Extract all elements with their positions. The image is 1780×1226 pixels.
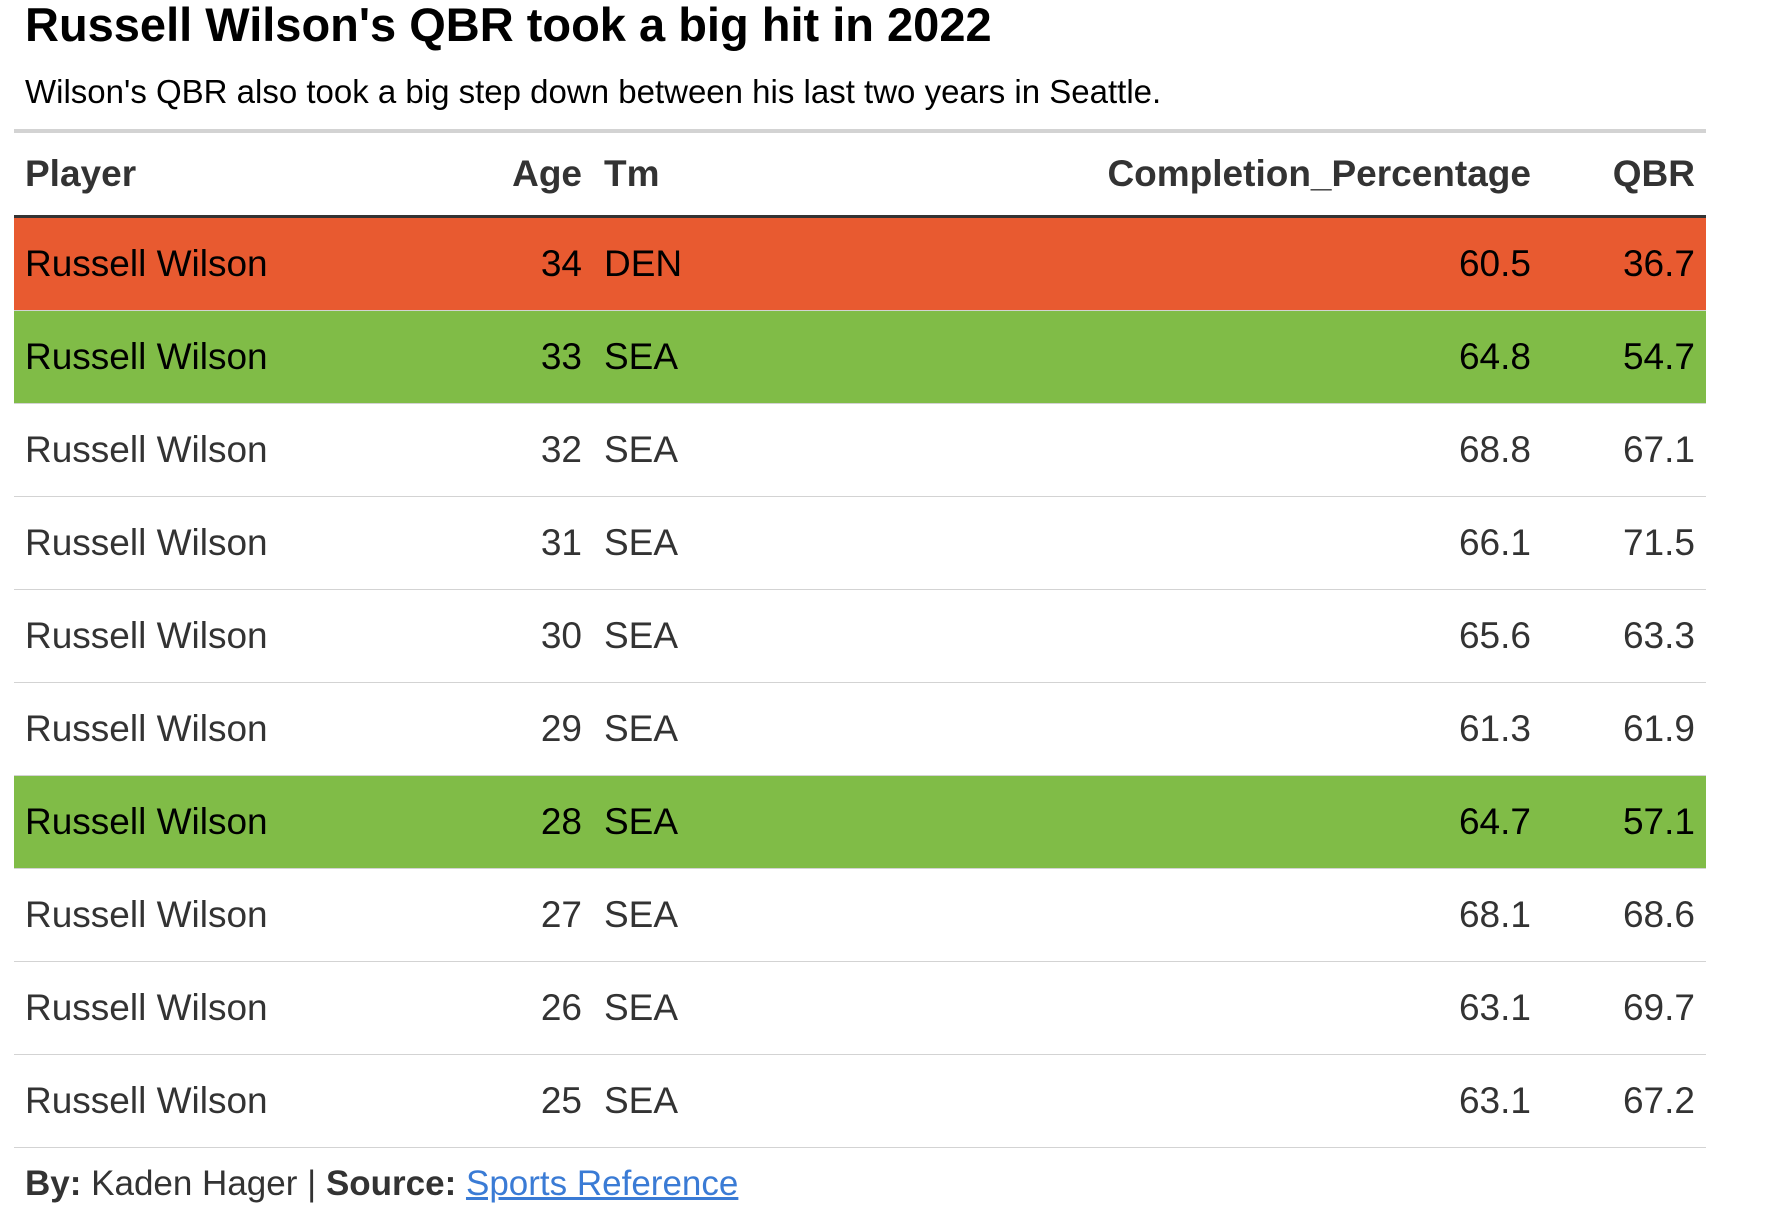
table-row: Russell Wilson 32 SEA 68.8 67.1 (14, 403, 1706, 497)
cell-completion-percentage: 63.1 (765, 1054, 1542, 1148)
cell-player: Russell Wilson (14, 775, 476, 869)
table-header: Player Age Tm Completion_Percentage QBR (14, 131, 1706, 217)
cell-completion-percentage: 60.5 (765, 216, 1542, 311)
cell-player: Russell Wilson (14, 589, 476, 683)
data-table-container: Player Age Tm Completion_Percentage QBR Russ… (14, 129, 1706, 1148)
cell-player: Russell Wilson (14, 403, 476, 497)
cell-qbr: 36.7 (1542, 216, 1706, 311)
cell-qbr: 67.1 (1542, 403, 1706, 497)
cell-team: SEA (593, 682, 765, 776)
cell-player: Russell Wilson (14, 868, 476, 962)
cell-qbr: 68.6 (1542, 868, 1706, 962)
cell-qbr: 57.1 (1542, 775, 1706, 869)
cell-player: Russell Wilson (14, 496, 476, 590)
table-row: Russell Wilson 28 SEA 64.7 57.1 (14, 775, 1706, 869)
footer-author: Kaden Hager | (81, 1164, 326, 1203)
column-header-completion-percentage: Completion_Percentage (1107, 153, 1531, 194)
cell-team: SEA (593, 961, 765, 1055)
cell-team: DEN (593, 216, 765, 311)
cell-qbr: 69.7 (1542, 961, 1706, 1055)
table-row: Russell Wilson 34 DEN 60.5 36.7 (14, 216, 1706, 311)
cell-completion-percentage: 65.6 (765, 589, 1542, 683)
cell-qbr: 61.9 (1542, 682, 1706, 776)
cell-qbr: 63.3 (1542, 589, 1706, 683)
cell-age: 30 (476, 589, 593, 683)
cell-team: SEA (593, 775, 765, 869)
cell-player: Russell Wilson (14, 1054, 476, 1148)
cell-age: 34 (476, 216, 593, 311)
footer-by-label: By: (25, 1164, 82, 1203)
cell-completion-percentage: 64.8 (765, 310, 1542, 404)
header-row: Player Age Tm Completion_Percentage QBR (14, 131, 1706, 217)
table-row: Russell Wilson 29 SEA 61.3 61.9 (14, 682, 1706, 776)
cell-age: 25 (476, 1054, 593, 1148)
cell-team: SEA (593, 589, 765, 683)
cell-age: 27 (476, 868, 593, 962)
column-header-qbr: QBR (1612, 153, 1695, 194)
table-row: Russell Wilson 30 SEA 65.6 63.3 (14, 589, 1706, 683)
cell-team: SEA (593, 1054, 765, 1148)
table-row: Russell Wilson 27 SEA 68.1 68.6 (14, 868, 1706, 962)
table-body: Russell Wilson 34 DEN 60.5 36.7 Russell Wilso… (14, 216, 1706, 1148)
cell-completion-percentage: 64.7 (765, 775, 1542, 869)
table-row: Russell Wilson 26 SEA 63.1 69.7 (14, 961, 1706, 1055)
cell-player: Russell Wilson (14, 216, 476, 311)
cell-player: Russell Wilson (14, 961, 476, 1055)
cell-player: Russell Wilson (14, 310, 476, 404)
column-header-team: Tm (604, 153, 660, 194)
cell-qbr: 54.7 (1542, 310, 1706, 404)
cell-qbr: 71.5 (1542, 496, 1706, 590)
cell-completion-percentage: 68.1 (765, 868, 1542, 962)
cell-completion-percentage: 68.8 (765, 403, 1542, 497)
chart-title: Russell Wilson's QBR took a big hit in 2… (25, 0, 992, 51)
cell-age: 28 (476, 775, 593, 869)
cell-team: SEA (593, 868, 765, 962)
footer-source-label: Source: (325, 1164, 457, 1203)
cell-team: SEA (593, 310, 765, 404)
column-header-age: Age (512, 153, 582, 194)
cell-qbr: 67.2 (1542, 1054, 1706, 1148)
data-table: Player Age Tm Completion_Percentage QBR Russ… (14, 129, 1706, 1148)
table-row: Russell Wilson 25 SEA 63.1 67.2 (14, 1054, 1706, 1148)
chart-subtitle: Wilson's QBR also took a big step down b… (25, 73, 1162, 110)
cell-age: 31 (476, 496, 593, 590)
cell-team: SEA (593, 496, 765, 590)
table-row: Russell Wilson 31 SEA 66.1 71.5 (14, 496, 1706, 590)
cell-player: Russell Wilson (14, 682, 476, 776)
footer: By: Kaden Hager | Source: Sports Referen… (25, 1162, 738, 1206)
cell-age: 26 (476, 961, 593, 1055)
cell-age: 32 (476, 403, 593, 497)
source-link[interactable]: Sports Reference (465, 1164, 739, 1203)
cell-completion-percentage: 66.1 (765, 496, 1542, 590)
cell-team: SEA (593, 403, 765, 497)
cell-completion-percentage: 61.3 (765, 682, 1542, 776)
cell-completion-percentage: 63.1 (765, 961, 1542, 1055)
column-header-player: Player (25, 153, 137, 194)
cell-age: 33 (476, 310, 593, 404)
table-row: Russell Wilson 33 SEA 64.8 54.7 (14, 310, 1706, 404)
cell-age: 29 (476, 682, 593, 776)
